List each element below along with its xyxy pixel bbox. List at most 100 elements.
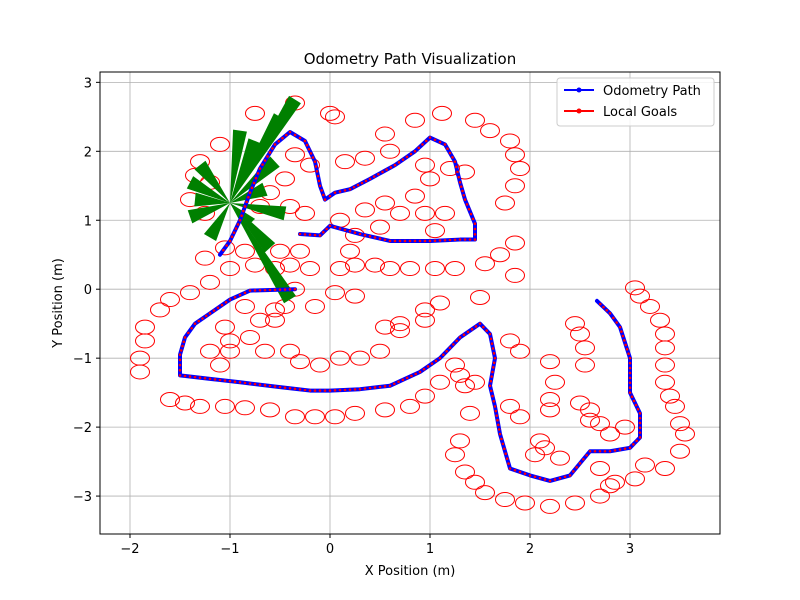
- local-goal: [655, 374, 675, 390]
- path-marker: [307, 147, 311, 151]
- path-marker: [634, 403, 638, 407]
- path-marker: [502, 447, 506, 451]
- heading-arrow: [186, 176, 230, 204]
- local-goal: [180, 285, 200, 301]
- local-goal: [380, 143, 400, 159]
- path-marker: [455, 339, 458, 343]
- path-marker: [454, 165, 458, 169]
- path-marker: [178, 374, 182, 377]
- heading-arrow: [187, 203, 230, 224]
- path-marker: [208, 377, 212, 381]
- local-goal: [370, 219, 390, 235]
- path-marker: [248, 289, 252, 292]
- local-goal: [375, 195, 395, 211]
- path-marker: [204, 314, 208, 318]
- path-marker: [303, 139, 307, 143]
- path-marker: [248, 382, 252, 385]
- path-marker: [500, 437, 503, 441]
- local-goal: [510, 343, 530, 359]
- path-marker: [457, 175, 461, 179]
- local-goal: [235, 243, 255, 259]
- local-goal: [380, 261, 400, 277]
- path-marker: [492, 366, 495, 369]
- path-marker: [263, 159, 267, 162]
- path-marker: [377, 172, 380, 176]
- path-marker: [298, 388, 302, 391]
- path-marker: [268, 384, 272, 388]
- heading-arrow: [230, 203, 296, 304]
- path-marker: [348, 388, 352, 391]
- local-goal: [215, 319, 235, 335]
- x-axis-label: X Position (m): [365, 564, 456, 579]
- path-marker: [245, 200, 248, 204]
- local-goal: [615, 419, 635, 435]
- path-marker: [223, 379, 227, 382]
- local-goal: [495, 492, 515, 508]
- path-marker: [238, 218, 242, 222]
- x-tick-label: 1: [426, 542, 434, 557]
- path-marker: [473, 238, 477, 241]
- path-marker: [228, 239, 232, 243]
- legend: Odometry Path Local Goals: [556, 77, 715, 127]
- path-marker: [426, 365, 430, 368]
- path-marker: [613, 449, 617, 452]
- local-goal: [580, 402, 600, 418]
- local-goal: [640, 298, 660, 314]
- path-marker: [489, 379, 493, 383]
- local-goal: [210, 357, 230, 373]
- path-marker: [409, 152, 413, 156]
- path-marker: [408, 239, 412, 243]
- path-marker: [308, 233, 312, 237]
- path-marker: [368, 177, 372, 181]
- local-goals-series: [130, 95, 695, 514]
- path-marker: [458, 238, 462, 241]
- path-marker: [593, 449, 597, 453]
- local-goal: [510, 161, 530, 177]
- path-marker: [178, 368, 182, 372]
- path-marker: [247, 195, 250, 199]
- local-goal: [505, 267, 525, 283]
- local-goal: [135, 333, 155, 349]
- path-marker: [298, 136, 302, 140]
- y-tick-label: −2: [73, 421, 92, 436]
- local-goal: [445, 261, 465, 277]
- path-marker: [271, 147, 274, 150]
- path-marker: [628, 386, 632, 390]
- path-marker: [368, 386, 372, 390]
- path-marker: [318, 184, 322, 188]
- local-goal: [250, 312, 270, 328]
- path-marker: [258, 167, 262, 170]
- local-goal: [605, 474, 625, 490]
- path-marker: [621, 334, 625, 338]
- path-marker: [488, 332, 492, 336]
- y-axis-label: Y Position (m): [51, 258, 66, 349]
- path-marker: [181, 344, 184, 348]
- local-goal: [215, 398, 235, 414]
- path-marker: [615, 321, 618, 324]
- x-tick-label: −1: [220, 542, 239, 557]
- path-marker: [492, 399, 496, 403]
- path-marker: [179, 349, 183, 352]
- path-marker: [263, 288, 267, 292]
- path-marker: [278, 385, 282, 389]
- local-goal: [265, 312, 285, 328]
- local-goal: [320, 105, 340, 121]
- path-marker: [238, 293, 242, 297]
- local-goal: [575, 340, 595, 356]
- path-marker: [491, 370, 494, 374]
- path-marker: [493, 405, 497, 408]
- path-marker: [187, 331, 190, 335]
- path-marker: [403, 239, 407, 243]
- local-goal: [335, 154, 355, 170]
- local-goal: [345, 257, 365, 273]
- path-marker: [603, 449, 607, 453]
- local-goal: [160, 292, 180, 308]
- local-goal: [590, 488, 610, 504]
- local-goal: [390, 205, 410, 221]
- path-marker: [463, 238, 467, 241]
- path-marker: [305, 143, 309, 147]
- local-goal: [540, 354, 560, 370]
- path-marker: [338, 190, 342, 193]
- path-marker: [575, 466, 578, 469]
- path-marker: [363, 387, 367, 390]
